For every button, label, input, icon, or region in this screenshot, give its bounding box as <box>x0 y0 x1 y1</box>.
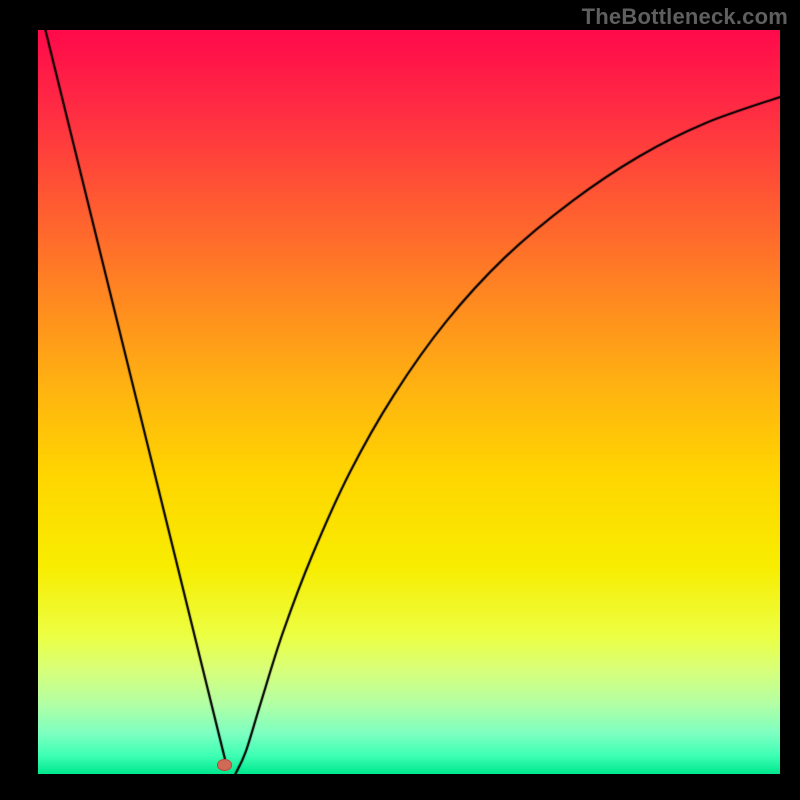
plot-area <box>38 30 780 774</box>
minimum-marker <box>217 759 232 771</box>
watermark-text: TheBottleneck.com <box>582 4 788 30</box>
gradient-curve-canvas <box>38 30 780 774</box>
chart-container: TheBottleneck.com <box>0 0 800 800</box>
